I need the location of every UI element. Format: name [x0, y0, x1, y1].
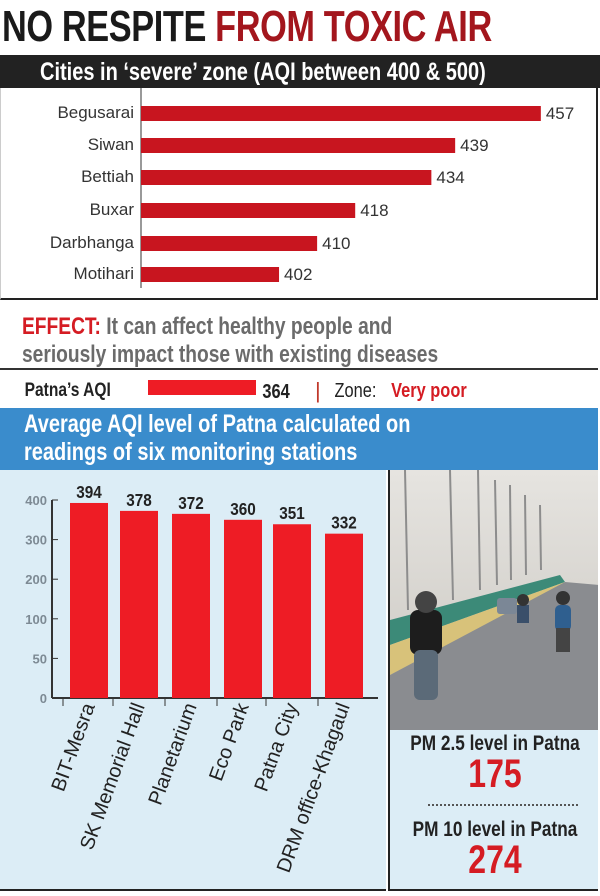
- headline: NO RESPITE FROM TOXIC AIR: [2, 2, 492, 52]
- headline-part1: NO RESPITE: [2, 2, 206, 51]
- stations-panel: 400 300 200 100 50 0 394 BIT-Mesra 378 SK Memoria…: [0, 470, 386, 891]
- y-tick-label: 100: [25, 612, 47, 627]
- station-label: Eco Park: [205, 699, 254, 784]
- headline-part2: FROM TOXIC AIR: [215, 2, 492, 51]
- station-value: 394: [76, 482, 102, 502]
- pm25-label: PM 2.5 level in Patna: [410, 732, 580, 755]
- city-bar: [141, 236, 318, 251]
- city-bar: [141, 106, 541, 121]
- city-label: Darbhanga: [50, 233, 135, 252]
- city-label: Bettiah: [81, 167, 134, 186]
- station-value: 332: [331, 512, 357, 532]
- city-label: Siwan: [88, 135, 134, 154]
- stations-header-line2: readings of six monitoring stations: [24, 438, 358, 466]
- patna-aqi-value: 364: [262, 379, 290, 402]
- city-bar: [141, 170, 432, 185]
- patna-aqi-bar: [148, 380, 256, 395]
- station-label: Patna City: [250, 700, 302, 794]
- station-label: Planetarium: [145, 700, 202, 808]
- patna-aqi-row: Patna’s AQI 364 | Zone: Very poor: [25, 378, 467, 403]
- effect-line2: seriously impact those with existing dis…: [22, 341, 439, 368]
- station-bar: [70, 502, 108, 698]
- traffic-photo: [388, 470, 598, 730]
- severe-cities-chart: Begusarai 457 Siwan 439 Bettiah 434 Buxar 418 Da…: [50, 88, 574, 288]
- zone-label: Zone:: [335, 378, 377, 401]
- y-tick-label: 400: [25, 493, 47, 508]
- station-bar: [172, 513, 210, 698]
- patna-aqi-label: Patna’s AQI: [25, 379, 111, 401]
- station-value: 351: [279, 503, 305, 523]
- station-value: 378: [126, 490, 152, 510]
- pm10-value: 274: [468, 838, 522, 882]
- effect-label: EFFECT:: [22, 313, 101, 340]
- pm25-value: 175: [468, 752, 522, 796]
- city-value: 418: [360, 201, 388, 220]
- separator: |: [315, 378, 321, 403]
- station-bar: [273, 524, 311, 698]
- city-value: 410: [322, 234, 350, 253]
- city-value: 439: [460, 136, 488, 155]
- zone-value: Very poor: [391, 378, 467, 401]
- city-value: 402: [284, 265, 312, 284]
- pm10-label: PM 10 level in Patna: [412, 818, 578, 841]
- y-tick-label: 50: [33, 651, 47, 666]
- y-tick-label: 300: [25, 533, 47, 548]
- severe-zone-header: Cities in ‘severe’ zone (AQI between 400…: [0, 55, 600, 88]
- stations-header: Average AQI level of Patna calculated on…: [0, 408, 598, 470]
- station-bar: [224, 519, 262, 698]
- severe-cities-panel: Begusarai 457 Siwan 439 Bettiah 434 Buxar 418 Da…: [0, 88, 598, 300]
- station-value: 372: [178, 493, 204, 513]
- city-label: Begusarai: [57, 103, 134, 122]
- city-value: 434: [436, 168, 464, 187]
- y-tick-label: 200: [25, 572, 47, 587]
- severe-zone-header-text: Cities in ‘severe’ zone (AQI between 400…: [40, 58, 486, 86]
- city-bar: [141, 138, 456, 153]
- effect-text: EFFECT: It can affect healthy people and…: [22, 313, 438, 369]
- y-tick-label: 0: [40, 691, 47, 706]
- dotted-divider: [428, 804, 578, 806]
- divider: [0, 368, 598, 370]
- city-label: Motihari: [74, 264, 134, 283]
- city-bar: [141, 267, 280, 282]
- stations-header-line1: Average AQI level of Patna calculated on: [24, 410, 411, 438]
- motorcycle-rider: [410, 591, 442, 700]
- effect-line1: It can affect healthy people and: [100, 313, 393, 340]
- station-value: 360: [230, 499, 256, 519]
- station-bar: [120, 510, 158, 698]
- pm-panel: PM 2.5 level in Patna 175 PM 10 level in…: [388, 730, 598, 891]
- city-value: 457: [546, 104, 574, 123]
- station-label: BIT-Mesra: [47, 699, 100, 794]
- station-bar: [325, 533, 363, 698]
- city-label: Buxar: [90, 200, 135, 219]
- city-bar: [141, 203, 356, 218]
